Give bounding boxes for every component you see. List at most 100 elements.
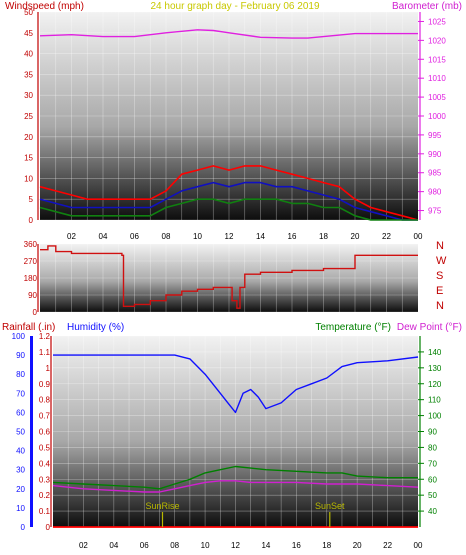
wind-plot-background	[40, 12, 418, 220]
windspeed-tick-label: 0	[29, 216, 34, 225]
wind-gust-line	[39, 165, 419, 221]
direction-degree-axis: 0 90 180 270 360	[24, 240, 39, 317]
hour-tick-label: 02	[79, 541, 88, 550]
humidity-tick-label: 70	[16, 389, 25, 398]
temperature-axis-title: Temperature (°F)	[315, 322, 391, 333]
barometer-tick-label: 1000	[428, 112, 446, 121]
humidity-tick-label: 10	[16, 504, 25, 513]
hour-tick-label: 14	[256, 232, 265, 241]
wind-low-line	[39, 198, 418, 221]
hour-tick-label: 04	[99, 232, 108, 241]
barometer-tick-label: 1005	[428, 93, 446, 102]
windspeed-tick-label: 10	[24, 174, 33, 183]
wind-average-line	[39, 181, 418, 221]
windspeed-tick-label: 30	[24, 91, 33, 100]
barometer-axis-title: Barometer (mb)	[392, 1, 462, 12]
hour-tick-label: 00	[414, 232, 423, 241]
rainfall-tick-label: 0.5	[39, 443, 51, 452]
rainfall-tick-label: 1.1	[39, 348, 51, 357]
rainfall-tick-label: 0.1	[39, 507, 51, 516]
humidity-tick-label: 0	[21, 523, 26, 532]
windspeed-axis: 0 5 10 15 20 25 30 35 40 45 50	[24, 8, 39, 225]
humidity-tick-label: 30	[16, 466, 25, 475]
hour-tick-label: 08	[170, 541, 179, 550]
direction-tick-label: 270	[24, 257, 38, 266]
rainfall-tick-label: 0.8	[39, 396, 51, 405]
hour-tick-label: 12	[225, 232, 234, 241]
sun-annotations: SunRise SunSet	[145, 501, 345, 527]
direction-tick-label: 180	[24, 274, 38, 283]
hour-tick-label: 10	[201, 541, 210, 550]
humidity-axis: 0 10 20 30 40 50 60 70 80 90 100	[12, 332, 33, 532]
barometer-tick-label: 1015	[428, 55, 446, 64]
barometer-tick-label: 1025	[428, 17, 446, 26]
rain-time-axis: 02 04 06 08 10 12 14 16 18 20 22 00	[79, 541, 423, 550]
humidity-axis-bar	[30, 336, 33, 527]
wind-barometer-panel: Windspeed (mph) 24 hour graph day - Febr…	[5, 1, 462, 241]
temperature-tick-label: 90	[428, 428, 437, 437]
dew-point-line	[52, 480, 419, 493]
barometer-tick-label: 1020	[428, 36, 446, 45]
temperature-axis: 40 50 60 70 80 90 100 110 120 130 140	[418, 336, 442, 527]
dewpoint-axis-title: Dew Point (°F)	[397, 322, 462, 333]
humidity-tick-label: 60	[16, 408, 25, 417]
temperature-tick-label: 50	[428, 491, 437, 500]
chart-title: 24 hour graph day - February 06 2019	[151, 1, 320, 12]
humidity-tick-label: 80	[16, 370, 25, 379]
rain-series	[52, 354, 419, 528]
rain-humidity-temperature-panel: Rainfall (.in) Humidity (%) Temperature …	[2, 322, 462, 550]
temperature-line	[52, 465, 418, 490]
rainfall-tick-label: 0.3	[39, 475, 51, 484]
rain-grid	[53, 335, 418, 528]
direction-tick-label: 360	[24, 240, 38, 249]
rainfall-tick-label: 0.2	[39, 491, 51, 500]
humidity-tick-label: 100	[12, 332, 26, 341]
rainfall-tick-label: 0.9	[39, 380, 51, 389]
temperature-tick-label: 40	[428, 507, 437, 516]
barometer-tick-label: 995	[428, 131, 442, 140]
barometer-tick-label: 975	[428, 207, 442, 216]
barometer-tick-label: 985	[428, 169, 442, 178]
temperature-tick-label: 110	[428, 396, 441, 405]
rainfall-tick-label: 0.4	[39, 459, 51, 468]
humidity-tick-label: 50	[16, 428, 25, 437]
temperature-tick-label: 140	[428, 348, 442, 357]
wind-direction-line	[40, 245, 418, 309]
hour-tick-label: 02	[67, 232, 76, 241]
windspeed-tick-label: 45	[24, 29, 33, 38]
direction-tick-label: 0	[33, 308, 38, 317]
windspeed-tick-label: 15	[24, 154, 33, 163]
hour-tick-label: 18	[319, 232, 328, 241]
humidity-axis-title: Humidity (%)	[67, 322, 124, 333]
humidity-tick-label: 20	[16, 485, 25, 494]
hour-tick-label: 16	[288, 232, 297, 241]
humidity-tick-label: 90	[16, 351, 25, 360]
direction-tick-label: 90	[28, 291, 37, 300]
barometer-line	[39, 29, 418, 39]
windspeed-tick-label: 5	[29, 195, 34, 204]
compass-label: N	[436, 300, 444, 312]
windspeed-axis-title: Windspeed (mph)	[5, 1, 84, 12]
hour-tick-label: 10	[193, 232, 202, 241]
sun-marker-label: SunRise	[145, 501, 179, 511]
barometer-axis: 975 980 985 990 995 1000 1005 1010 1015 1020 1025	[418, 12, 446, 220]
rainfall-axis-title: Rainfall (.in)	[2, 322, 55, 333]
hour-tick-label: 22	[382, 232, 391, 241]
hour-tick-label: 20	[353, 541, 362, 550]
rainfall-axis: 0 0.1 0.2 0.3 0.4 0.5 0.6 0.7 0.8 0.9 1 1.1 1.2	[39, 332, 52, 532]
temperature-tick-label: 130	[428, 364, 442, 373]
rainfall-tick-label: 0	[46, 523, 51, 532]
hour-tick-label: 16	[292, 541, 301, 550]
hour-tick-label: 04	[109, 541, 118, 550]
hour-tick-label: 14	[261, 541, 270, 550]
temperature-tick-label: 80	[428, 443, 437, 452]
hour-tick-label: 06	[130, 232, 139, 241]
compass-label: S	[436, 270, 443, 282]
rainfall-tick-label: 0.6	[39, 428, 51, 437]
hour-tick-label: 18	[322, 541, 331, 550]
compass-label: N	[436, 240, 444, 252]
windspeed-tick-label: 50	[24, 8, 33, 17]
hour-tick-label: 12	[231, 541, 240, 550]
